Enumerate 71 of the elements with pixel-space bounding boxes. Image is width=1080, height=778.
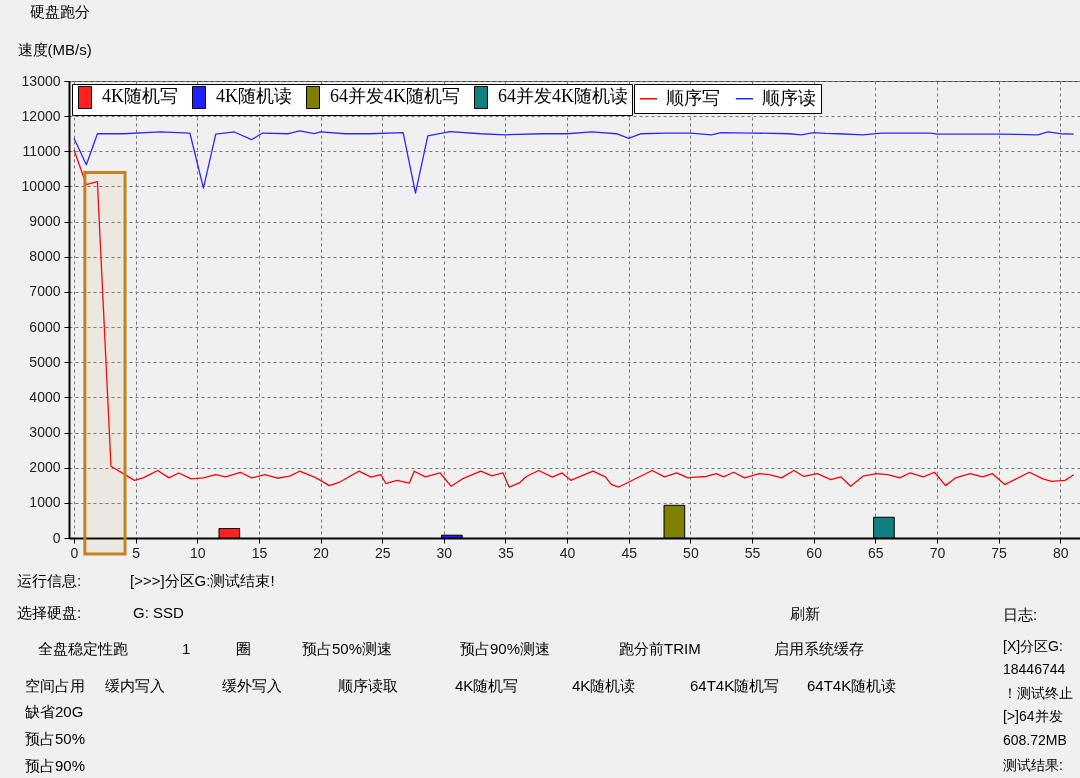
x-tick-label: 10 (189, 544, 206, 561)
text: 预占90% (25, 757, 86, 774)
text: 跑分前TRIM (619, 640, 701, 657)
x-tick-label: 0 (70, 544, 79, 561)
x-tick-label: 80 (1052, 544, 1069, 561)
legend-label: 64并发4K随机读 (498, 86, 628, 107)
line-series (73, 130, 1075, 194)
y-tick-label: 5000 (29, 353, 61, 370)
x-tick-label: 20 (313, 544, 330, 561)
text: [X]分区G: (1003, 638, 1063, 654)
x-tick-label: 35 (498, 544, 514, 561)
legend-label: 4K随机读 (216, 86, 292, 107)
y-tick-label: 4000 (29, 388, 61, 405)
x-tick-label: 60 (806, 544, 823, 561)
text: 刷新 (790, 605, 820, 622)
y-tick-label: 0 (52, 529, 61, 546)
y-tick-label: 9000 (29, 213, 61, 230)
y-tick-label: 11000 (22, 142, 61, 159)
text: 4K随机读 (572, 677, 636, 694)
text: 全盘稳定性跑 (38, 640, 128, 657)
x-tick-label: 15 (251, 544, 268, 561)
text: 1 (182, 640, 191, 657)
y-tick-label: 7000 (29, 283, 61, 300)
y-tick-label: 2000 (29, 459, 61, 476)
y-tick-label: 3000 (29, 424, 61, 441)
text: 预占90%测速 (460, 640, 551, 657)
text: ！测试终止 (1003, 685, 1073, 701)
text: 日志: (1003, 606, 1038, 623)
legend-label: 64并发4K随机写 (330, 86, 460, 107)
line-series (73, 149, 1075, 488)
legend-label: 4K随机写 (102, 86, 178, 107)
text: [>>>]分区G:测试结束! (130, 572, 275, 589)
text: 测试结果: (1003, 757, 1063, 773)
legend-label: 顺序写 (666, 87, 720, 108)
text: G: SSD (133, 604, 185, 621)
x-tick-label: 50 (683, 544, 699, 561)
x-tick-label: 45 (621, 544, 638, 561)
y-tick-label: 10000 (21, 177, 61, 194)
text: 启用系统缓存 (774, 640, 864, 657)
x-tick-label: 75 (991, 544, 1008, 561)
x-tick-label: 5 (132, 544, 141, 561)
text: 缓内写入 (105, 677, 165, 694)
chart-title: 硬盘跑分 (30, 3, 90, 20)
text: 空间占用 (25, 677, 85, 694)
text: 608.72MB (1003, 732, 1067, 748)
y-tick-label: 13000 (21, 72, 61, 89)
legend-label: 顺序读 (762, 87, 816, 108)
text: 18446744 (1003, 661, 1066, 677)
text: 缺省20G (25, 703, 84, 720)
x-tick-label: 55 (744, 544, 761, 561)
x-tick-label: 65 (868, 544, 884, 561)
text: 顺序读取 (338, 677, 398, 694)
text: [>]64并发 (1003, 708, 1063, 724)
text: 预占50% (25, 730, 86, 747)
x-tick-label: 30 (436, 544, 453, 561)
text: 缓外写入 (222, 677, 282, 694)
text: 运行信息: (17, 572, 82, 589)
text: 选择硬盘: (17, 604, 82, 621)
x-tick-label: 70 (929, 544, 946, 561)
text: 64T4K随机写 (690, 677, 780, 694)
y-tick-label: 6000 (29, 318, 61, 335)
text: 预占50%测速 (302, 640, 393, 657)
x-tick-label: 40 (559, 544, 576, 561)
y-tick-label: 8000 (29, 248, 61, 265)
x-tick-label: 25 (374, 544, 391, 561)
text: 圈 (236, 640, 251, 657)
y-tick-label: 1000 (29, 494, 61, 511)
y-tick-label: 12000 (21, 107, 61, 124)
text: 64T4K随机读 (807, 677, 897, 694)
text: 4K随机写 (455, 677, 519, 694)
y-axis-title: 速度(MB/s) (17, 40, 92, 58)
